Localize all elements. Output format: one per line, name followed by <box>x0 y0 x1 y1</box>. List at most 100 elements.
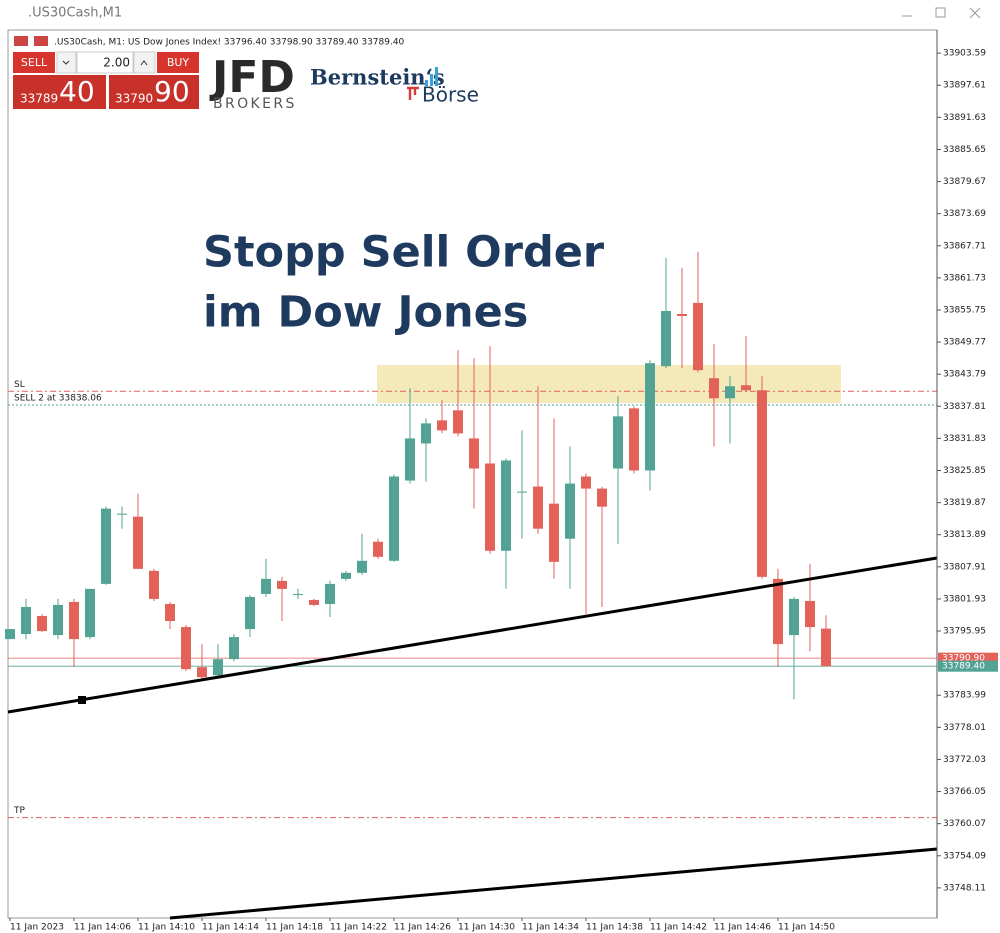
volume-field[interactable] <box>76 51 134 74</box>
candle-body <box>101 508 111 584</box>
y-tick-label: 33813.89 <box>943 530 986 540</box>
x-tick-label: 11 Jan 14:06 <box>74 923 131 933</box>
maximize-button[interactable] <box>935 7 946 18</box>
annotation: im Dow Jones <box>203 288 528 338</box>
x-tick-label: 11 Jan 14:50 <box>778 923 835 933</box>
sell-button[interactable] <box>13 52 55 73</box>
anchor-point <box>78 696 86 704</box>
y-tick-label: 33837.81 <box>943 402 986 412</box>
candle-body <box>565 483 575 539</box>
candle-body <box>805 600 815 628</box>
ask-tag-label: 33790.90 <box>942 654 985 664</box>
candle-body <box>325 583 335 604</box>
candle-body <box>5 629 15 640</box>
candle-body <box>517 491 527 493</box>
y-tick-label: 33879.67 <box>943 177 986 187</box>
candle-body <box>597 488 607 507</box>
trend-line <box>7 556 938 714</box>
annotation: Stopp Sell Order <box>203 228 605 278</box>
x-tick-label: 11 Jan 14:14 <box>202 923 259 933</box>
candle-body <box>693 302 703 371</box>
boerse-logo: Börse <box>422 83 479 107</box>
candle-body <box>453 410 463 434</box>
y-tick-label: 33807.91 <box>943 562 986 572</box>
x-tick-label: 11 Jan 14:10 <box>138 923 195 933</box>
candle-body <box>69 601 79 640</box>
title-bar <box>0 0 1000 28</box>
sell-label: SELL <box>21 56 48 69</box>
candle-body <box>181 627 191 670</box>
x-tick-label: 11 Jan 14:26 <box>394 923 451 933</box>
buy-label: BUY <box>167 56 190 69</box>
y-tick-label: 33855.75 <box>943 305 986 315</box>
x-tick-label: 11 Jan 2023 <box>10 923 64 933</box>
y-tick-label: 33861.73 <box>943 273 986 283</box>
y-tick-label: 33801.93 <box>943 594 986 604</box>
candle-body <box>661 311 671 367</box>
candle-body <box>789 598 799 636</box>
volume-up[interactable] <box>133 51 156 74</box>
candle-body <box>469 438 479 469</box>
x-tick-label: 11 Jan 14:22 <box>330 923 387 933</box>
logo-bar <box>425 80 428 86</box>
candle-body <box>197 667 207 678</box>
bid-tag <box>938 660 998 672</box>
candle-body <box>549 503 559 562</box>
zone-highlight <box>377 365 841 403</box>
plot-area <box>7 29 938 919</box>
candle-body <box>229 637 239 660</box>
bid-box[interactable] <box>13 75 106 109</box>
logo-bar <box>430 74 433 86</box>
candle-body <box>725 386 735 399</box>
x-tick-label: 11 Jan 14:38 <box>586 923 643 933</box>
icon <box>34 36 48 46</box>
order-label: SL <box>14 380 25 390</box>
y-tick-label: 33849.77 <box>943 338 986 348</box>
window-title: .US30Cash,M1 <box>28 6 122 21</box>
logo-icon <box>407 86 419 100</box>
y-tick-label: 33885.65 <box>943 145 986 155</box>
ask-small: 90 <box>154 75 190 108</box>
jfd-logo: JFD <box>209 52 295 103</box>
y-tick-label: 33831.83 <box>943 434 986 444</box>
candle-body <box>213 659 223 676</box>
order-label: TP <box>13 806 25 816</box>
x-tick-label: 11 Jan 14:34 <box>522 923 579 933</box>
y-tick-label: 33825.85 <box>943 466 986 476</box>
candle-body <box>613 416 623 469</box>
icon <box>14 36 28 46</box>
buy-button[interactable] <box>157 52 199 73</box>
candle-body <box>341 572 351 579</box>
candle-body <box>741 385 751 391</box>
candle-body <box>645 363 655 471</box>
trend-line <box>169 847 938 920</box>
candle-body <box>757 390 767 577</box>
candle-body <box>373 541 383 557</box>
bernstein-logo: Bernstein‘s <box>310 65 445 90</box>
y-tick-label: 33772.03 <box>943 755 986 765</box>
up-arrow <box>140 60 148 66</box>
close-button[interactable] <box>969 7 981 19</box>
candle-body <box>37 616 47 632</box>
volume-dropdown[interactable] <box>56 51 77 74</box>
candle-body <box>165 603 175 621</box>
candle-body <box>133 516 143 569</box>
y-tick-label: 33873.69 <box>943 209 986 219</box>
candle-body <box>149 570 159 599</box>
ask-box[interactable] <box>109 75 199 109</box>
ask-tag <box>938 652 998 664</box>
candle-body <box>709 378 719 399</box>
candle-body <box>581 476 591 489</box>
candle-body <box>357 560 367 573</box>
candle-body <box>277 580 287 589</box>
y-tick-label: 33903.59 <box>943 49 986 59</box>
candle-body <box>773 578 783 645</box>
candle-body <box>389 476 399 561</box>
y-tick-label: 33891.63 <box>943 113 986 123</box>
candle-body <box>501 460 511 551</box>
candle-body <box>261 578 271 594</box>
y-tick-label: 33783.99 <box>943 691 986 701</box>
candle-body <box>405 438 415 481</box>
x-tick-label: 11 Jan 14:30 <box>458 923 515 933</box>
